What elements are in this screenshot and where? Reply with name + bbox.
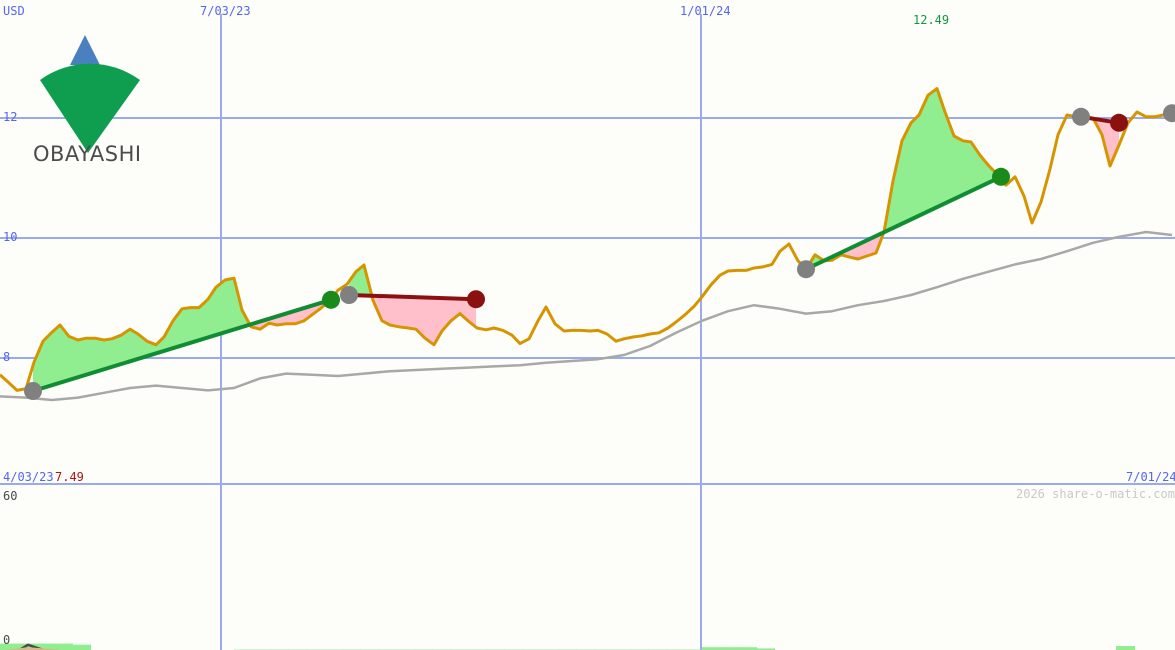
y-tick-12: 12 xyxy=(3,110,18,124)
watermark-label: 2026 share-o-matic.com xyxy=(1016,487,1175,501)
trend-marker-group[interactable] xyxy=(24,104,1175,400)
start-price-annotation: 7.49 xyxy=(55,470,84,484)
logo-fan-icon xyxy=(40,63,140,154)
trend-fill-group xyxy=(33,88,1119,391)
indicator-tick-60: 60 xyxy=(3,489,18,503)
x-end-date-label: 7/01/24 xyxy=(1126,470,1175,484)
indicator-lines-group xyxy=(5,643,62,650)
x-start-date-label: 4/03/23 xyxy=(3,470,54,484)
trend-end-marker xyxy=(1110,113,1128,132)
trend-start-marker xyxy=(1072,107,1090,126)
trend-end-marker xyxy=(467,290,485,309)
high-price-annotation: 12.49 xyxy=(913,13,950,27)
company-name-label: OBAYASHI xyxy=(33,142,142,166)
logo-triangle-icon xyxy=(70,35,100,65)
gridlines-group xyxy=(0,14,1175,650)
moving-average-group xyxy=(0,230,1173,402)
trend-end-marker xyxy=(992,167,1010,186)
y-tick-10: 10 xyxy=(3,230,18,244)
x-tick-jul-2023: 7/03/23 xyxy=(200,4,251,18)
trend-start-marker xyxy=(24,382,42,400)
trend-end-marker xyxy=(322,290,340,309)
trend-start-marker xyxy=(797,260,815,279)
y-tick-8: 8 xyxy=(3,350,11,364)
trend-marker-edge xyxy=(1163,104,1175,123)
price-line-group xyxy=(0,87,1173,392)
indicator-tick-0: 0 xyxy=(3,633,11,647)
company-logo xyxy=(30,25,155,170)
currency-label: USD xyxy=(3,4,25,18)
trend-start-marker xyxy=(340,286,358,304)
volume-bars-group xyxy=(0,643,1135,650)
x-tick-jan-2024: 1/01/24 xyxy=(680,4,731,18)
